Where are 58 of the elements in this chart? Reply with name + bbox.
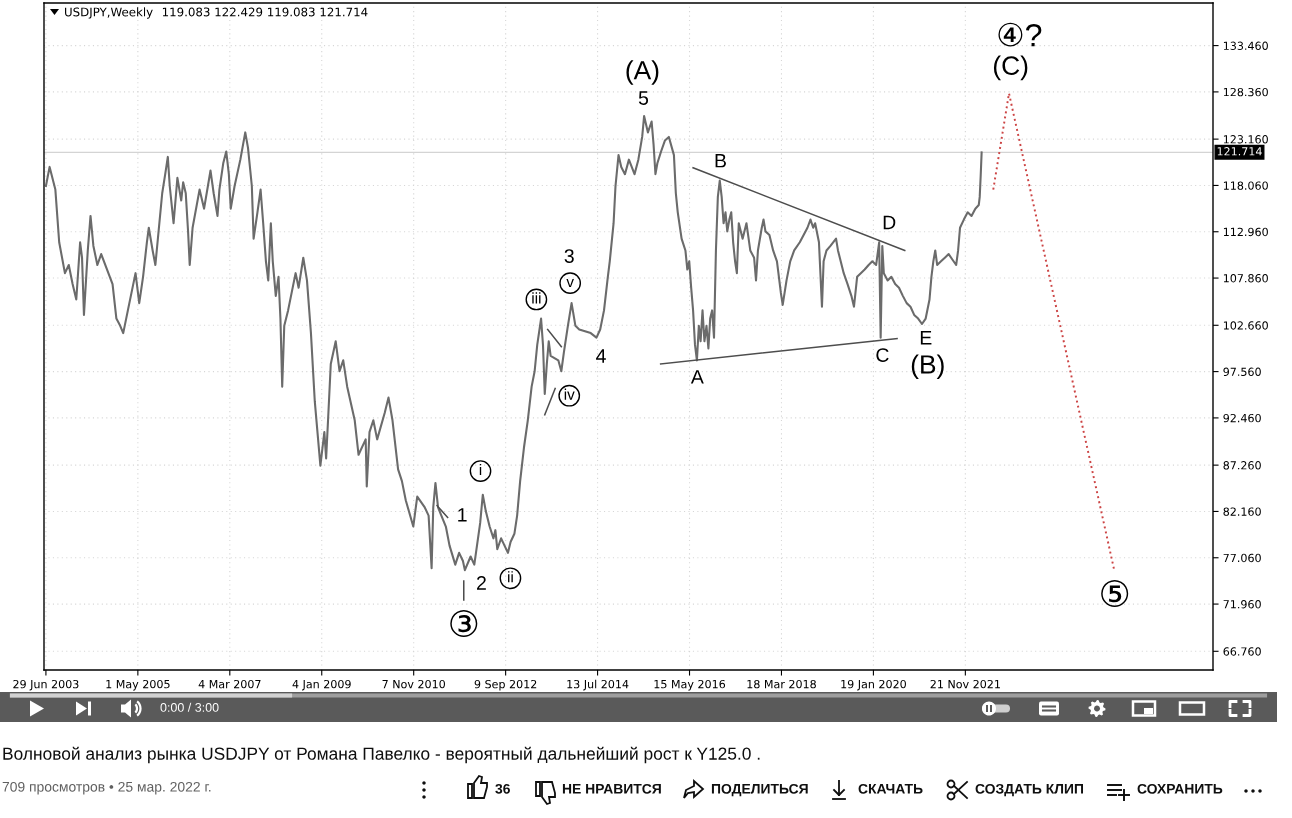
- annotation: C: [876, 348, 889, 362]
- y-tick-label: 123.160: [1223, 135, 1268, 144]
- y-tick-label: 118.060: [1223, 181, 1268, 190]
- y-tick-label: 82.160: [1223, 507, 1261, 516]
- ref-line-label: 121.714: [1217, 147, 1262, 156]
- text: 36: [495, 783, 510, 794]
- annotation: ④?: [998, 22, 1042, 47]
- x-tick-label: 9 Sep 2012: [474, 679, 537, 691]
- annotation: iii: [532, 292, 541, 304]
- annotation: (A): [626, 60, 659, 85]
- text: 709 просмотров • 25 мар. 2022 г.: [2, 781, 211, 795]
- annotation: 3: [564, 249, 574, 263]
- chart-subtitle: 119.083 122.429 119.083 121.714: [162, 7, 368, 17]
- y-tick-label: 92.460: [1223, 413, 1261, 423]
- annotation: B: [715, 154, 726, 168]
- annotation: (B): [911, 354, 944, 379]
- annotation: 4: [596, 349, 606, 363]
- annotation: (C): [993, 55, 1028, 81]
- annotation: 2: [477, 576, 486, 590]
- annotation: iv: [564, 388, 575, 400]
- annotation: 5: [638, 91, 649, 105]
- text: 0:00 / 3:00: [160, 702, 219, 712]
- annotation: i: [479, 463, 482, 476]
- x-tick-label: 19 Jan 2020: [841, 679, 906, 691]
- y-tick-label: 133.460: [1223, 41, 1268, 50]
- y-tick-label: 128.360: [1223, 87, 1268, 97]
- text: СОЗДАТЬ КЛИП: [975, 783, 1083, 797]
- y-tick-label: 77.060: [1223, 553, 1261, 563]
- text: НЕ НРАВИТСЯ: [562, 783, 661, 794]
- x-tick-label: 4 Mar 2007: [198, 679, 261, 689]
- y-tick-label: 107.860: [1223, 274, 1268, 283]
- chart-title: USDJPY,Weekly: [65, 7, 153, 19]
- annotation: ③: [450, 609, 478, 638]
- y-tick-label: 102.660: [1223, 321, 1268, 330]
- annotation: A: [690, 370, 704, 384]
- annotation: D: [883, 215, 896, 230]
- y-tick-label: 66.760: [1223, 647, 1261, 656]
- x-tick-label: 18 Mar 2018: [747, 679, 816, 689]
- x-tick-label: 29 Jun 2003: [13, 679, 79, 691]
- annotation: ⑤: [1101, 580, 1129, 608]
- y-tick-label: 112.960: [1223, 227, 1268, 237]
- x-tick-label: 13 Jul 2014: [567, 679, 629, 691]
- x-tick-label: 7 Nov 2010: [382, 679, 445, 689]
- y-tick-label: 97.560: [1223, 367, 1261, 376]
- text: ПОДЕЛИТЬСЯ: [711, 783, 808, 797]
- text: СКАЧАТЬ: [858, 783, 923, 794]
- text: СОХРАНИТЬ: [1137, 783, 1223, 794]
- x-tick-label: 21 Nov 2021: [930, 679, 1000, 689]
- annotation: E: [920, 331, 932, 345]
- y-tick-label: 87.260: [1223, 461, 1261, 470]
- x-tick-label: 4 Jan 2009: [292, 679, 351, 691]
- y-tick-label: 71.960: [1223, 600, 1261, 609]
- x-tick-label: 1 May 2005: [106, 679, 170, 691]
- text: Волновой анализ рынка USDJPY от Романа Павелко - вероятный дальнейший рост к Y125.0 .: [3, 746, 760, 764]
- annotation: ii: [508, 571, 513, 583]
- annotation: 1: [458, 508, 467, 522]
- x-tick-label: 15 May 2016: [654, 679, 726, 691]
- annotation: v: [566, 279, 574, 288]
